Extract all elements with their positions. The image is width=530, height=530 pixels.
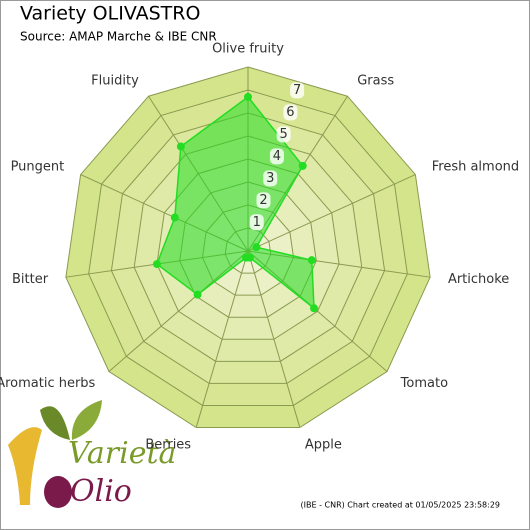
tick-label: 6: [286, 105, 294, 120]
category-label: Olive fruity: [212, 42, 284, 57]
tick-label-bg: [249, 214, 264, 231]
tick-label: 2: [259, 193, 267, 208]
footer: (IBE - CNR) Chart created at 01/05/2025 …: [301, 501, 501, 510]
data-point: [252, 243, 261, 252]
tick-label: 3: [266, 171, 274, 186]
logo-olive: [44, 476, 72, 508]
data-point: [152, 260, 161, 269]
data-point: [244, 92, 252, 101]
data-point: [176, 142, 185, 151]
logo-one: [8, 427, 42, 505]
category-label: Fluidity: [91, 74, 139, 89]
logo-text: Olio: [70, 474, 132, 509]
category-label: Tomato: [400, 376, 448, 391]
leaf: [40, 406, 70, 440]
tick-label: 1: [253, 215, 261, 230]
tick-label-bg: [283, 104, 298, 121]
category-label: Aromatic herbs: [0, 376, 96, 391]
category-label: Apple: [305, 437, 342, 452]
data-point: [193, 290, 202, 299]
tick-label-bg: [256, 192, 271, 209]
logo: Varietà Olio: [8, 400, 176, 509]
tick-label-bg: [269, 148, 284, 165]
category-label: Pungent: [11, 160, 65, 175]
chart-subtitle: Source: AMAP Marche & IBE CNR: [20, 30, 217, 44]
spoke: [247, 174, 416, 252]
chart-title: Variety OLIVASTRO: [20, 3, 200, 25]
data-point: [298, 161, 307, 170]
logo-text: Varietà: [68, 436, 176, 471]
category-label: Artichoke: [448, 272, 509, 287]
category-label: Fresh almond: [432, 160, 519, 175]
spoke: [195, 250, 249, 428]
data-point: [307, 256, 316, 265]
spoke: [247, 250, 301, 428]
data-point: [170, 213, 179, 222]
data-point: [310, 304, 319, 313]
tick-label-bg: [276, 126, 291, 143]
tick-label-bg: [263, 170, 278, 187]
category-label: Bitter: [12, 272, 49, 287]
leaf: [71, 400, 102, 440]
tick-label: 5: [280, 127, 288, 142]
data-point: [242, 253, 251, 262]
tick-label: 7: [293, 83, 301, 98]
tick-label: 4: [273, 149, 281, 164]
category-label: Grass: [357, 74, 394, 89]
tick-label-bg: [290, 82, 305, 99]
category-label: Berries: [145, 437, 191, 452]
